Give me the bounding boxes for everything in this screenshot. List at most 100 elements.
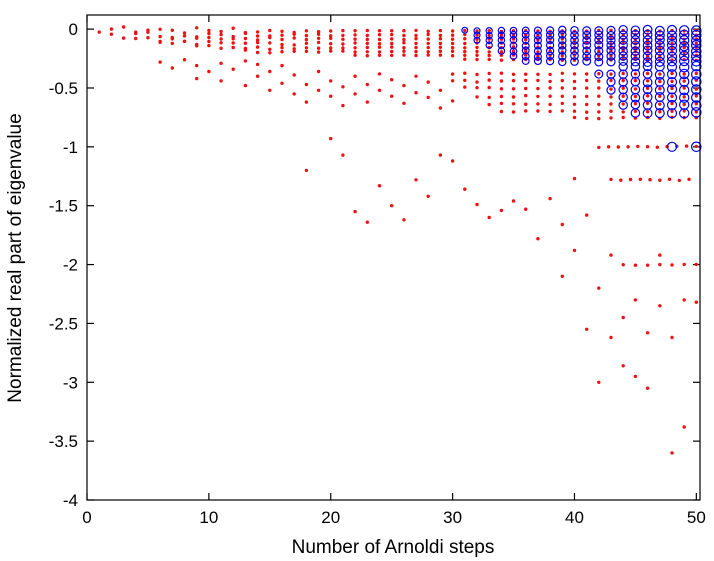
converged-eigenvalue-marker: [690, 55, 702, 67]
ritz-point: [463, 32, 467, 37]
y-tick-label: 0: [69, 20, 78, 39]
ritz-point: [329, 34, 333, 38]
ritz-point: [365, 45, 369, 50]
ritz-point: [487, 85, 491, 90]
ritz-point: [219, 32, 223, 37]
converged-eigenvalue-marker: [606, 30, 616, 41]
ritz-point: [329, 49, 333, 53]
ritz-point: [377, 72, 382, 76]
ritz-point: [219, 41, 223, 45]
ritz-point: [438, 37, 443, 41]
converged-eigenvalue-marker: [521, 26, 530, 35]
ritz-point: [304, 41, 309, 45]
converged-eigenvalue-marker: [630, 51, 641, 61]
ritz-point: [616, 145, 620, 149]
ritz-point: [670, 335, 674, 340]
ritz-point: [687, 177, 691, 181]
ritz-point: [585, 94, 589, 99]
converged-eigenvalue-marker: [582, 35, 592, 45]
ritz-point: [121, 36, 126, 40]
converged-eigenvalue-marker: [654, 30, 665, 41]
ritz-point: [255, 50, 260, 55]
converged-eigenvalue-marker: [558, 52, 567, 61]
ritz-point: [316, 50, 321, 54]
ritz-point: [694, 110, 698, 114]
ritz-point: [377, 53, 382, 57]
ritz-point: [524, 207, 528, 211]
ritz-point: [645, 263, 650, 267]
ritz-point: [633, 78, 638, 83]
ritz-point: [633, 109, 638, 114]
ritz-point: [316, 36, 321, 40]
converged-eigenvalue-marker: [582, 26, 592, 36]
ritz-point: [619, 178, 623, 182]
converged-eigenvalue-marker: [679, 29, 690, 40]
converged-eigenvalue-marker: [690, 141, 702, 153]
ritz-point: [255, 40, 260, 45]
converged-eigenvalue-marker: [509, 35, 518, 44]
ritz-point: [463, 71, 467, 75]
ritz-point: [463, 78, 467, 83]
converged-eigenvalue-marker: [654, 51, 665, 62]
ritz-point: [377, 37, 382, 42]
ritz-point: [207, 69, 211, 74]
ritz-point: [499, 87, 504, 91]
ritz-point: [207, 35, 211, 40]
ritz-point: [316, 32, 321, 36]
ritz-point: [511, 102, 516, 106]
converged-eigenvalue-marker: [521, 46, 530, 55]
ritz-point: [487, 215, 491, 220]
converged-eigenvalue-marker: [594, 46, 604, 56]
converged-eigenvalue-marker: [666, 84, 678, 95]
converged-eigenvalue-marker: [485, 27, 493, 35]
converged-eigenvalue-marker: [533, 47, 542, 56]
ritz-point: [658, 45, 662, 50]
ritz-point: [499, 208, 504, 213]
ritz-point: [658, 72, 662, 76]
ritz-point: [426, 32, 430, 37]
ritz-point: [182, 58, 187, 62]
ritz-point: [694, 71, 698, 76]
ritz-point: [670, 94, 674, 99]
ritz-point: [426, 53, 430, 57]
converged-eigenvalue-marker: [642, 40, 653, 51]
ritz-point: [524, 109, 528, 113]
converged-eigenvalue-marker: [533, 41, 542, 50]
ritz-point: [341, 46, 345, 50]
converged-eigenvalue-marker: [606, 51, 616, 61]
ritz-point: [121, 25, 126, 29]
converged-eigenvalue-marker: [497, 26, 506, 35]
ritz-point: [268, 47, 272, 51]
converged-eigenvalue-marker: [690, 60, 702, 72]
converged-eigenvalue-marker: [594, 35, 604, 45]
ritz-point: [463, 53, 467, 57]
ritz-point: [463, 49, 467, 54]
converged-eigenvalue-marker: [594, 40, 604, 50]
ritz-point: [353, 41, 357, 45]
converged-eigenvalue-marker: [618, 24, 628, 35]
converged-eigenvalue-marker: [654, 34, 665, 45]
ritz-point: [158, 34, 162, 39]
ritz-point: [377, 184, 382, 188]
converged-eigenvalue-marker: [509, 52, 518, 60]
ritz-point: [414, 28, 418, 33]
ritz-point: [560, 54, 564, 58]
ritz-point: [487, 102, 491, 107]
ritz-point: [658, 79, 662, 84]
ritz-point: [390, 94, 394, 98]
ritz-point: [609, 116, 613, 120]
ritz-point: [585, 86, 589, 90]
converged-eigenvalue-marker: [666, 92, 678, 103]
ritz-point: [463, 187, 467, 191]
ritz-point: [487, 78, 491, 82]
axes-frame: [86, 14, 701, 501]
ritz-point: [645, 110, 650, 114]
converged-eigenvalue-marker: [594, 26, 604, 36]
ritz-point: [341, 33, 345, 38]
converged-eigenvalue-marker: [618, 30, 628, 40]
ritz-point: [536, 54, 540, 58]
ritz-point: [499, 71, 504, 75]
converged-eigenvalue-marker: [666, 76, 678, 88]
ritz-point: [438, 41, 443, 46]
ritz-point: [572, 115, 577, 120]
